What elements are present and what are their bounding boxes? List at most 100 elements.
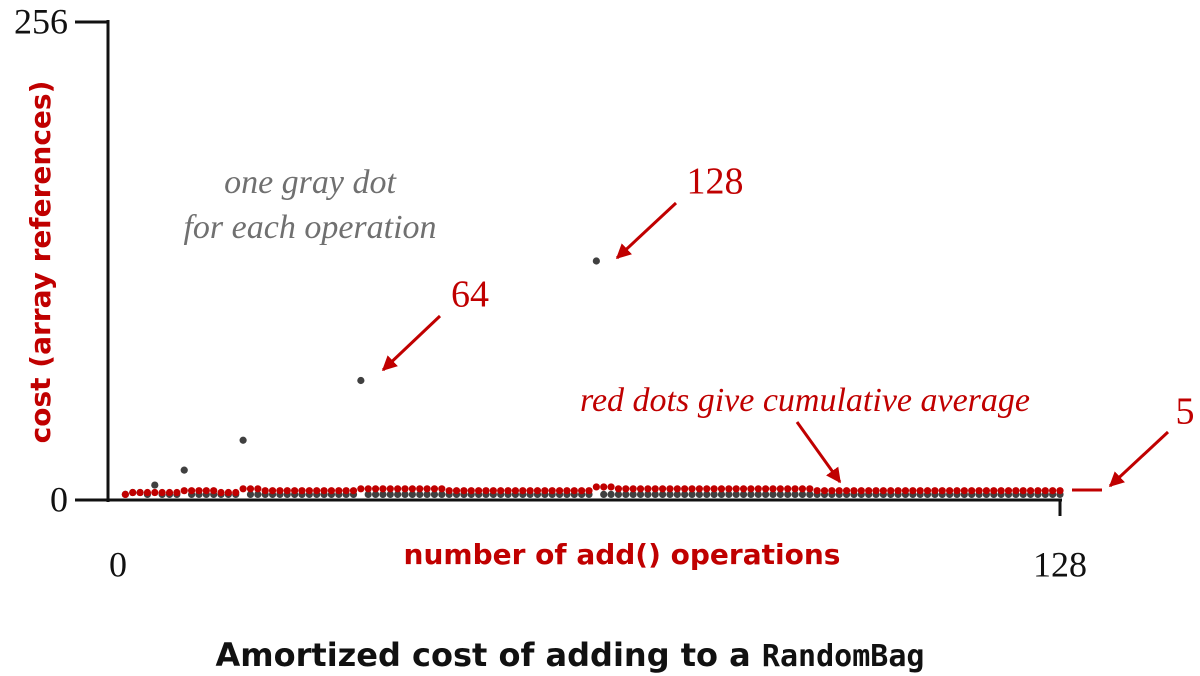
dot bbox=[732, 485, 740, 493]
dot bbox=[791, 485, 799, 493]
dot bbox=[158, 488, 166, 497]
dot bbox=[739, 490, 748, 498]
dot bbox=[865, 487, 873, 495]
dot bbox=[430, 485, 439, 493]
dot bbox=[129, 488, 137, 497]
dot bbox=[710, 490, 718, 498]
arrows bbox=[381, 201, 1170, 492]
dot bbox=[143, 488, 152, 497]
dot bbox=[452, 487, 461, 495]
dot bbox=[379, 485, 387, 493]
dot bbox=[842, 487, 851, 495]
dot bbox=[703, 490, 711, 498]
dot bbox=[894, 487, 902, 495]
dot bbox=[121, 490, 129, 498]
dot bbox=[305, 487, 313, 495]
dot bbox=[784, 490, 792, 498]
dot bbox=[467, 487, 475, 495]
dot bbox=[754, 485, 762, 493]
dot bbox=[703, 485, 711, 493]
dot bbox=[570, 487, 578, 495]
dot bbox=[475, 487, 483, 495]
dot bbox=[261, 487, 269, 495]
dot bbox=[607, 483, 615, 491]
dot bbox=[688, 485, 696, 493]
annotation: one gray dot bbox=[224, 164, 397, 201]
dot bbox=[717, 490, 726, 498]
dot bbox=[1049, 487, 1057, 495]
dot bbox=[401, 485, 409, 493]
arrow bbox=[381, 314, 442, 372]
dot bbox=[592, 257, 600, 265]
dot bbox=[695, 485, 703, 493]
dot bbox=[541, 487, 549, 495]
dot bbox=[695, 490, 703, 498]
dot bbox=[408, 490, 416, 498]
y-tick-label: 256 bbox=[14, 1, 68, 41]
dot bbox=[180, 466, 188, 474]
dot bbox=[762, 485, 770, 493]
dot bbox=[614, 490, 623, 498]
dot bbox=[651, 490, 659, 498]
x-axis-label: number of add() operations bbox=[404, 538, 841, 571]
annotation: 64 bbox=[451, 274, 489, 316]
x-tick-label: 128 bbox=[1033, 544, 1087, 584]
title-text: Amortized cost of adding to a bbox=[216, 636, 751, 674]
dot bbox=[239, 485, 247, 493]
dot bbox=[791, 490, 799, 498]
dot bbox=[968, 487, 976, 495]
dot bbox=[1026, 487, 1035, 495]
title-code: RandomBag bbox=[762, 639, 925, 674]
y-tick-label: 0 bbox=[50, 479, 68, 519]
dot bbox=[364, 490, 372, 498]
dot bbox=[820, 487, 829, 495]
dot bbox=[232, 488, 240, 497]
dot bbox=[386, 490, 394, 498]
dot bbox=[747, 490, 755, 498]
dot bbox=[497, 487, 505, 495]
dot bbox=[224, 488, 232, 497]
dot bbox=[394, 490, 402, 498]
dot bbox=[533, 487, 542, 495]
dot bbox=[423, 485, 431, 493]
dot bbox=[327, 487, 336, 495]
dot bbox=[997, 487, 1005, 495]
dot bbox=[923, 487, 932, 495]
dot bbox=[622, 485, 630, 493]
dot bbox=[210, 487, 218, 495]
dot bbox=[806, 485, 814, 493]
dot bbox=[165, 488, 174, 497]
dot bbox=[364, 485, 372, 493]
dot bbox=[1019, 487, 1027, 495]
dot bbox=[1041, 487, 1049, 495]
dot bbox=[578, 487, 586, 495]
dot bbox=[519, 487, 527, 495]
dot bbox=[408, 485, 416, 493]
dot bbox=[688, 490, 696, 498]
dot bbox=[600, 490, 608, 498]
dot bbox=[806, 490, 814, 498]
dot bbox=[622, 490, 630, 498]
dot bbox=[982, 487, 991, 495]
dot bbox=[445, 487, 453, 495]
dot bbox=[394, 485, 402, 493]
dot bbox=[563, 487, 571, 495]
dot bbox=[423, 490, 431, 498]
y-axis-label: cost (array references) bbox=[24, 81, 57, 444]
dot bbox=[585, 487, 593, 495]
dot bbox=[879, 487, 887, 495]
annotation: red dots give cumulative average bbox=[580, 382, 1030, 419]
dot bbox=[371, 485, 380, 493]
dot bbox=[725, 490, 733, 498]
dot bbox=[268, 487, 277, 495]
dot bbox=[438, 490, 446, 498]
dot bbox=[195, 487, 203, 495]
dot bbox=[335, 487, 343, 495]
dot bbox=[504, 487, 512, 495]
dot bbox=[246, 490, 255, 498]
dot bbox=[239, 436, 247, 444]
dot bbox=[798, 490, 807, 498]
dot bbox=[217, 488, 225, 497]
dot bbox=[769, 490, 777, 498]
